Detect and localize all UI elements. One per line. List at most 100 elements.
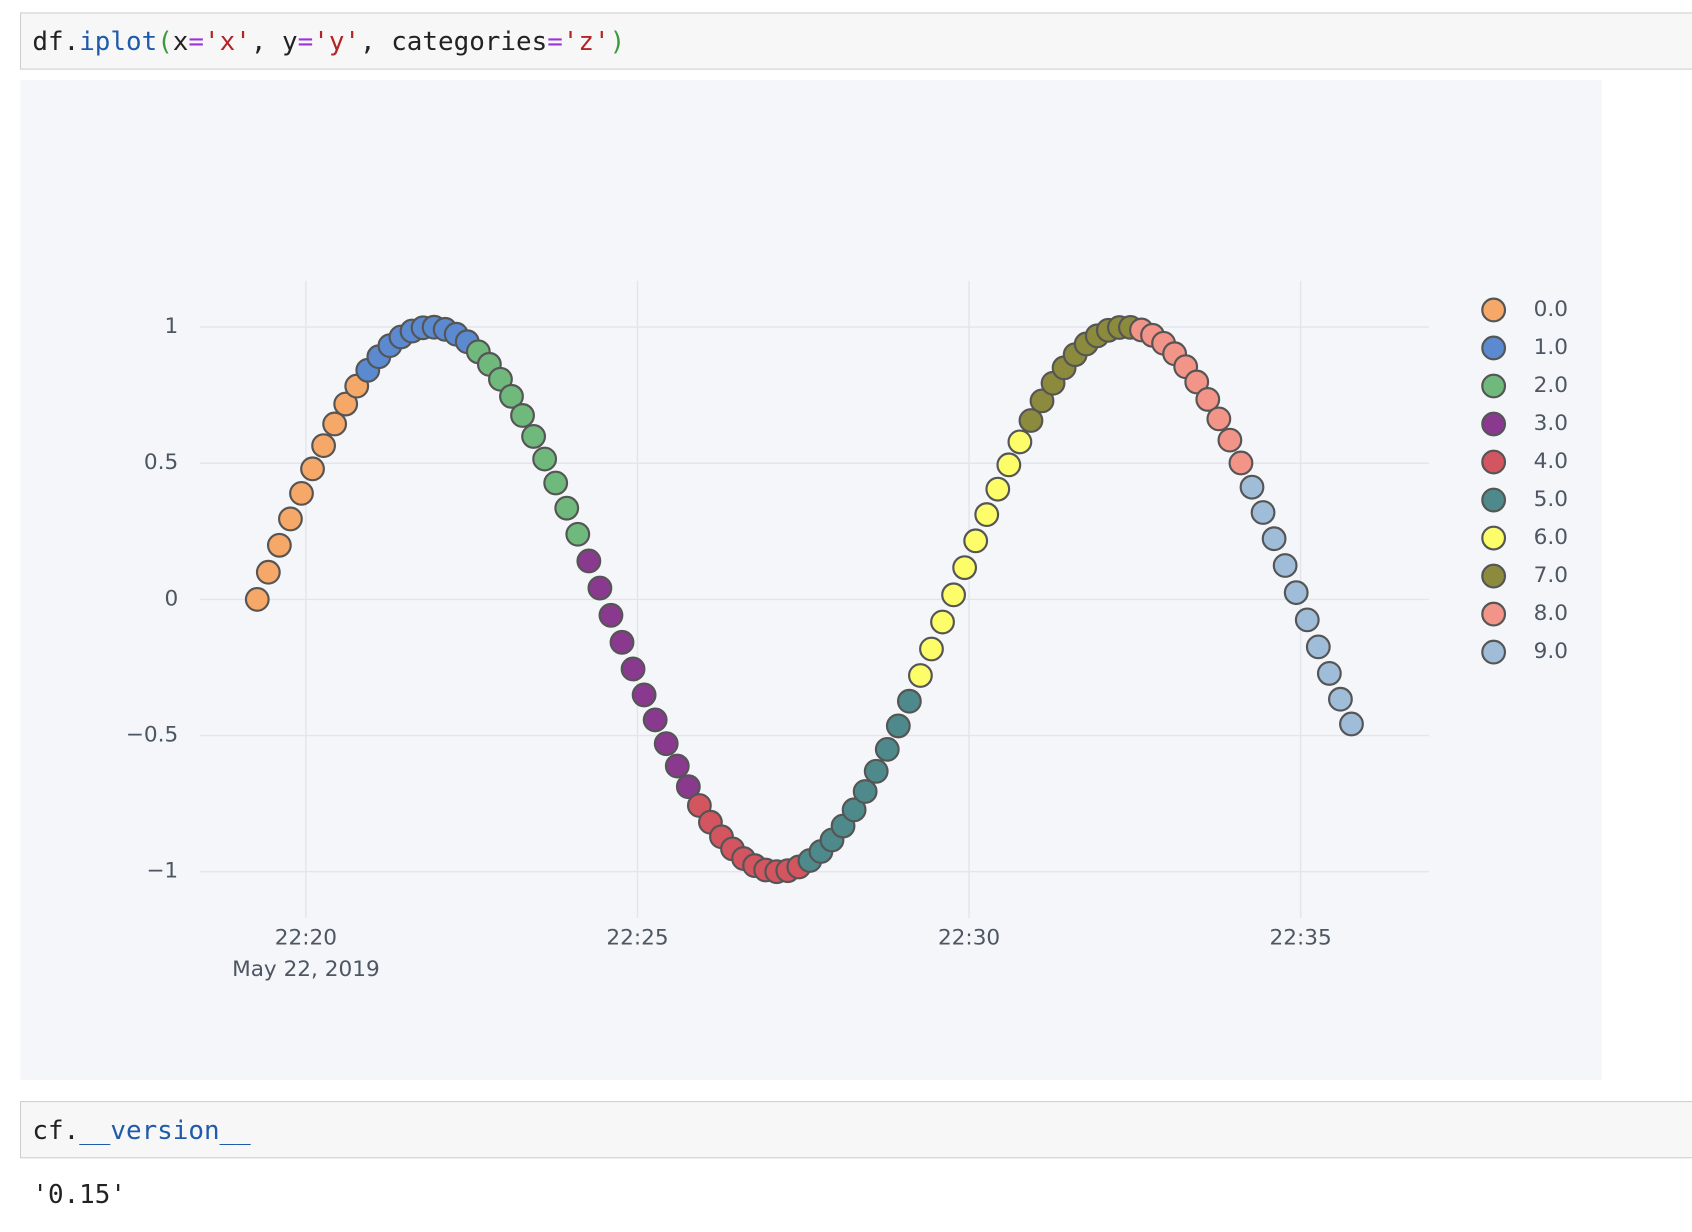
legend-marker [1481, 601, 1507, 627]
code: cf.__version__ [32, 1115, 251, 1145]
marker [598, 602, 624, 628]
code-token: , categories [360, 27, 547, 57]
y-tick-label: 1 [164, 314, 178, 339]
chart: 22:20 May 22, 2019 22:25 22:30 22:35 −1 −0.5 0 0… [126, 280, 1568, 982]
marker [576, 548, 602, 574]
legend-marker [1481, 487, 1507, 513]
marker [488, 366, 513, 392]
marker [1195, 386, 1221, 412]
code-token: df. [32, 27, 79, 57]
marker [896, 688, 922, 714]
y-tick-label: −0.5 [126, 723, 178, 748]
legend-marker [1481, 373, 1507, 399]
marker [1018, 408, 1044, 433]
marker [874, 736, 900, 762]
marker [919, 636, 944, 662]
marker [642, 707, 668, 733]
legend-label: 2.0 [1534, 373, 1568, 398]
marker [609, 629, 635, 655]
y-tick-label: 0.5 [144, 450, 178, 475]
marker [278, 506, 303, 532]
code-token: 'z' [563, 27, 610, 57]
marker [333, 391, 359, 417]
marker [532, 446, 558, 472]
marker [510, 403, 535, 428]
legend-label: 5.0 [1534, 487, 1568, 512]
marker [565, 521, 591, 547]
marker [675, 774, 701, 800]
marker [941, 582, 967, 608]
marker [289, 480, 314, 506]
legend-marker [1481, 449, 1507, 475]
x-tick-label: 22:25 [606, 926, 668, 951]
legend-marker [1481, 525, 1507, 551]
legend-marker [1481, 297, 1507, 323]
marker [255, 559, 281, 585]
y-tick-label: 0 [164, 586, 178, 611]
marker [631, 682, 657, 708]
marker [620, 656, 646, 682]
legend-label: 6.0 [1534, 525, 1568, 550]
legend-label: 4.0 [1534, 449, 1568, 474]
marker [1327, 686, 1353, 712]
marker [1228, 450, 1254, 476]
x-tick-label: 22:20 [275, 926, 337, 951]
marker [587, 575, 613, 601]
legend-label: 8.0 [1534, 601, 1568, 626]
marker [1029, 388, 1055, 414]
code-token: 'y' [313, 27, 360, 57]
marker [322, 411, 348, 437]
marker [1206, 406, 1232, 432]
cell-output: '0.15' [32, 1180, 126, 1210]
marker [664, 753, 690, 779]
code-token: __version__ [79, 1115, 251, 1145]
code-token: ( [157, 27, 173, 57]
code: df.iplot(x='x', y='y', categories='z') [32, 27, 625, 57]
marker [499, 383, 524, 409]
code-token: cf. [32, 1115, 79, 1145]
marker [1239, 474, 1265, 500]
code-token: x [173, 27, 189, 57]
legend-label: 7.0 [1534, 563, 1568, 588]
legend-marker [1481, 411, 1507, 437]
legend-marker [1481, 639, 1507, 665]
marker [311, 433, 337, 459]
code-cell[interactable] [19, 12, 1692, 70]
x-tick-label: 22:35 [1270, 926, 1332, 951]
marker [1272, 553, 1298, 578]
marker [1217, 427, 1243, 453]
marker [952, 555, 978, 581]
code-token: , y [251, 27, 298, 57]
marker [554, 495, 580, 521]
marker [1283, 580, 1309, 606]
marker [1184, 369, 1210, 395]
x-date-label: May 22, 2019 [232, 957, 380, 982]
marker [653, 731, 679, 757]
legend-marker [1481, 335, 1507, 361]
code-cell[interactable] [19, 1101, 1692, 1159]
y-tick-label: −1 [146, 859, 178, 884]
code-token: 'x' [204, 27, 251, 57]
marker [863, 758, 889, 784]
marker [266, 532, 292, 558]
legend-label: 3.0 [1534, 411, 1568, 436]
marker [300, 456, 325, 482]
code-token: = [547, 27, 563, 57]
marker [985, 476, 1011, 502]
x-tick-label: 22:30 [938, 926, 1000, 951]
marker [908, 663, 933, 688]
marker [996, 452, 1022, 478]
legend-label: 9.0 [1534, 639, 1568, 664]
marker [841, 797, 867, 823]
marker [244, 586, 270, 612]
marker [1339, 711, 1364, 737]
chart-background [20, 79, 1602, 1081]
marker [963, 528, 989, 554]
marker [930, 609, 955, 635]
marker [885, 713, 911, 739]
marker [543, 470, 569, 496]
marker [1305, 634, 1331, 660]
code-token: = [298, 27, 314, 57]
legend-label: 0.0 [1534, 297, 1568, 322]
